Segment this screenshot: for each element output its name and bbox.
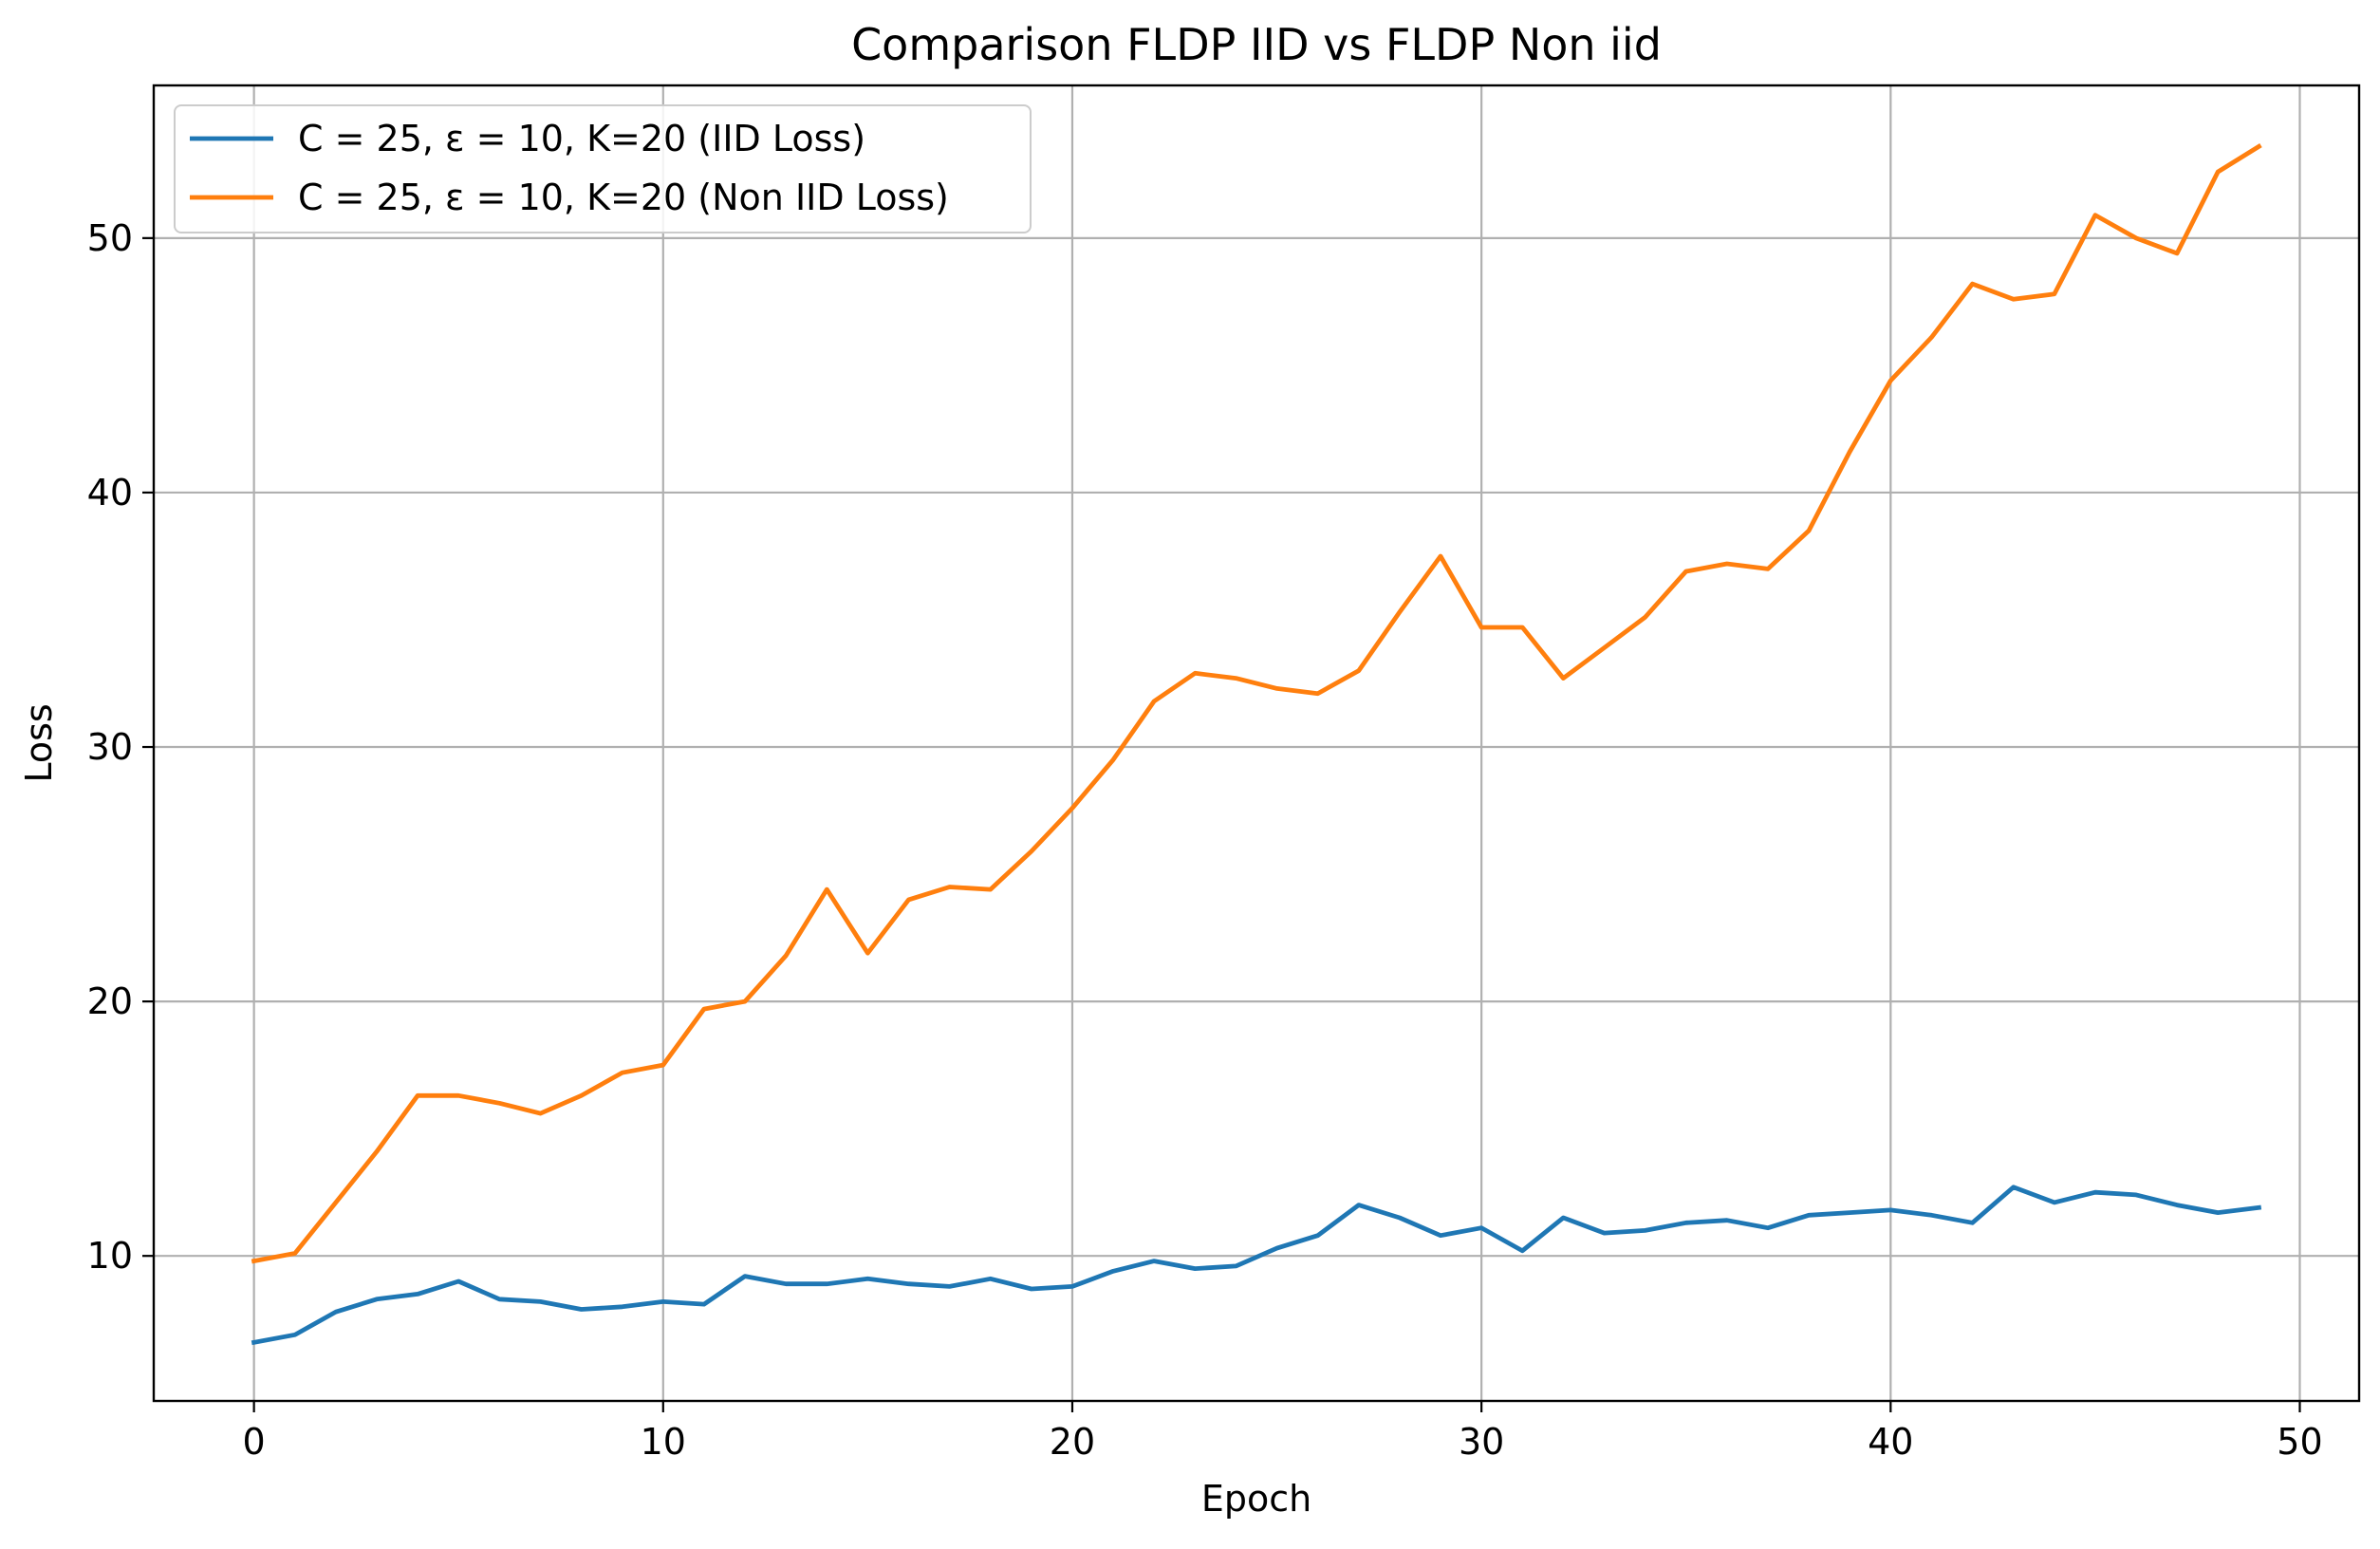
y-tick-label: 40: [87, 472, 133, 513]
plot-frame: [152, 84, 2361, 1403]
y-tick-label: 30: [87, 726, 133, 768]
x-tick-label: 40: [1868, 1421, 1913, 1463]
chart-title: Comparison FLDP IID vs FLDP Non iid: [851, 19, 1662, 70]
axis-ticks: 0 10 20 30 40 50 10 20 30 40 50: [87, 217, 2323, 1463]
x-tick-label: 10: [641, 1421, 686, 1463]
plot-lines: [251, 142, 2262, 1346]
x-tick-label: 0: [243, 1421, 266, 1463]
y-tick-label: 10: [87, 1235, 133, 1277]
legend-label: C = 25, ε = 10, K=20 (Non IID Loss): [298, 177, 949, 218]
y-tick-label: 20: [87, 980, 133, 1022]
series-line-1: [251, 142, 2262, 1264]
grid: [154, 85, 2359, 1401]
x-tick-label: 20: [1050, 1421, 1095, 1463]
series-line-0: [251, 1185, 2262, 1346]
y-axis-label: Loss: [18, 703, 60, 782]
legend-box: [174, 104, 1032, 233]
x-tick-label: 30: [1459, 1421, 1504, 1463]
x-tick-label: 50: [2277, 1421, 2322, 1463]
y-tick-label: 50: [87, 217, 133, 259]
legend-label: C = 25, ε = 10, K=20 (IID Loss): [298, 118, 865, 159]
legend: C = 25, ε = 10, K=20 (IID Loss) C = 25, ε…: [174, 104, 1032, 233]
x-axis-label: Epoch: [1201, 1478, 1311, 1520]
